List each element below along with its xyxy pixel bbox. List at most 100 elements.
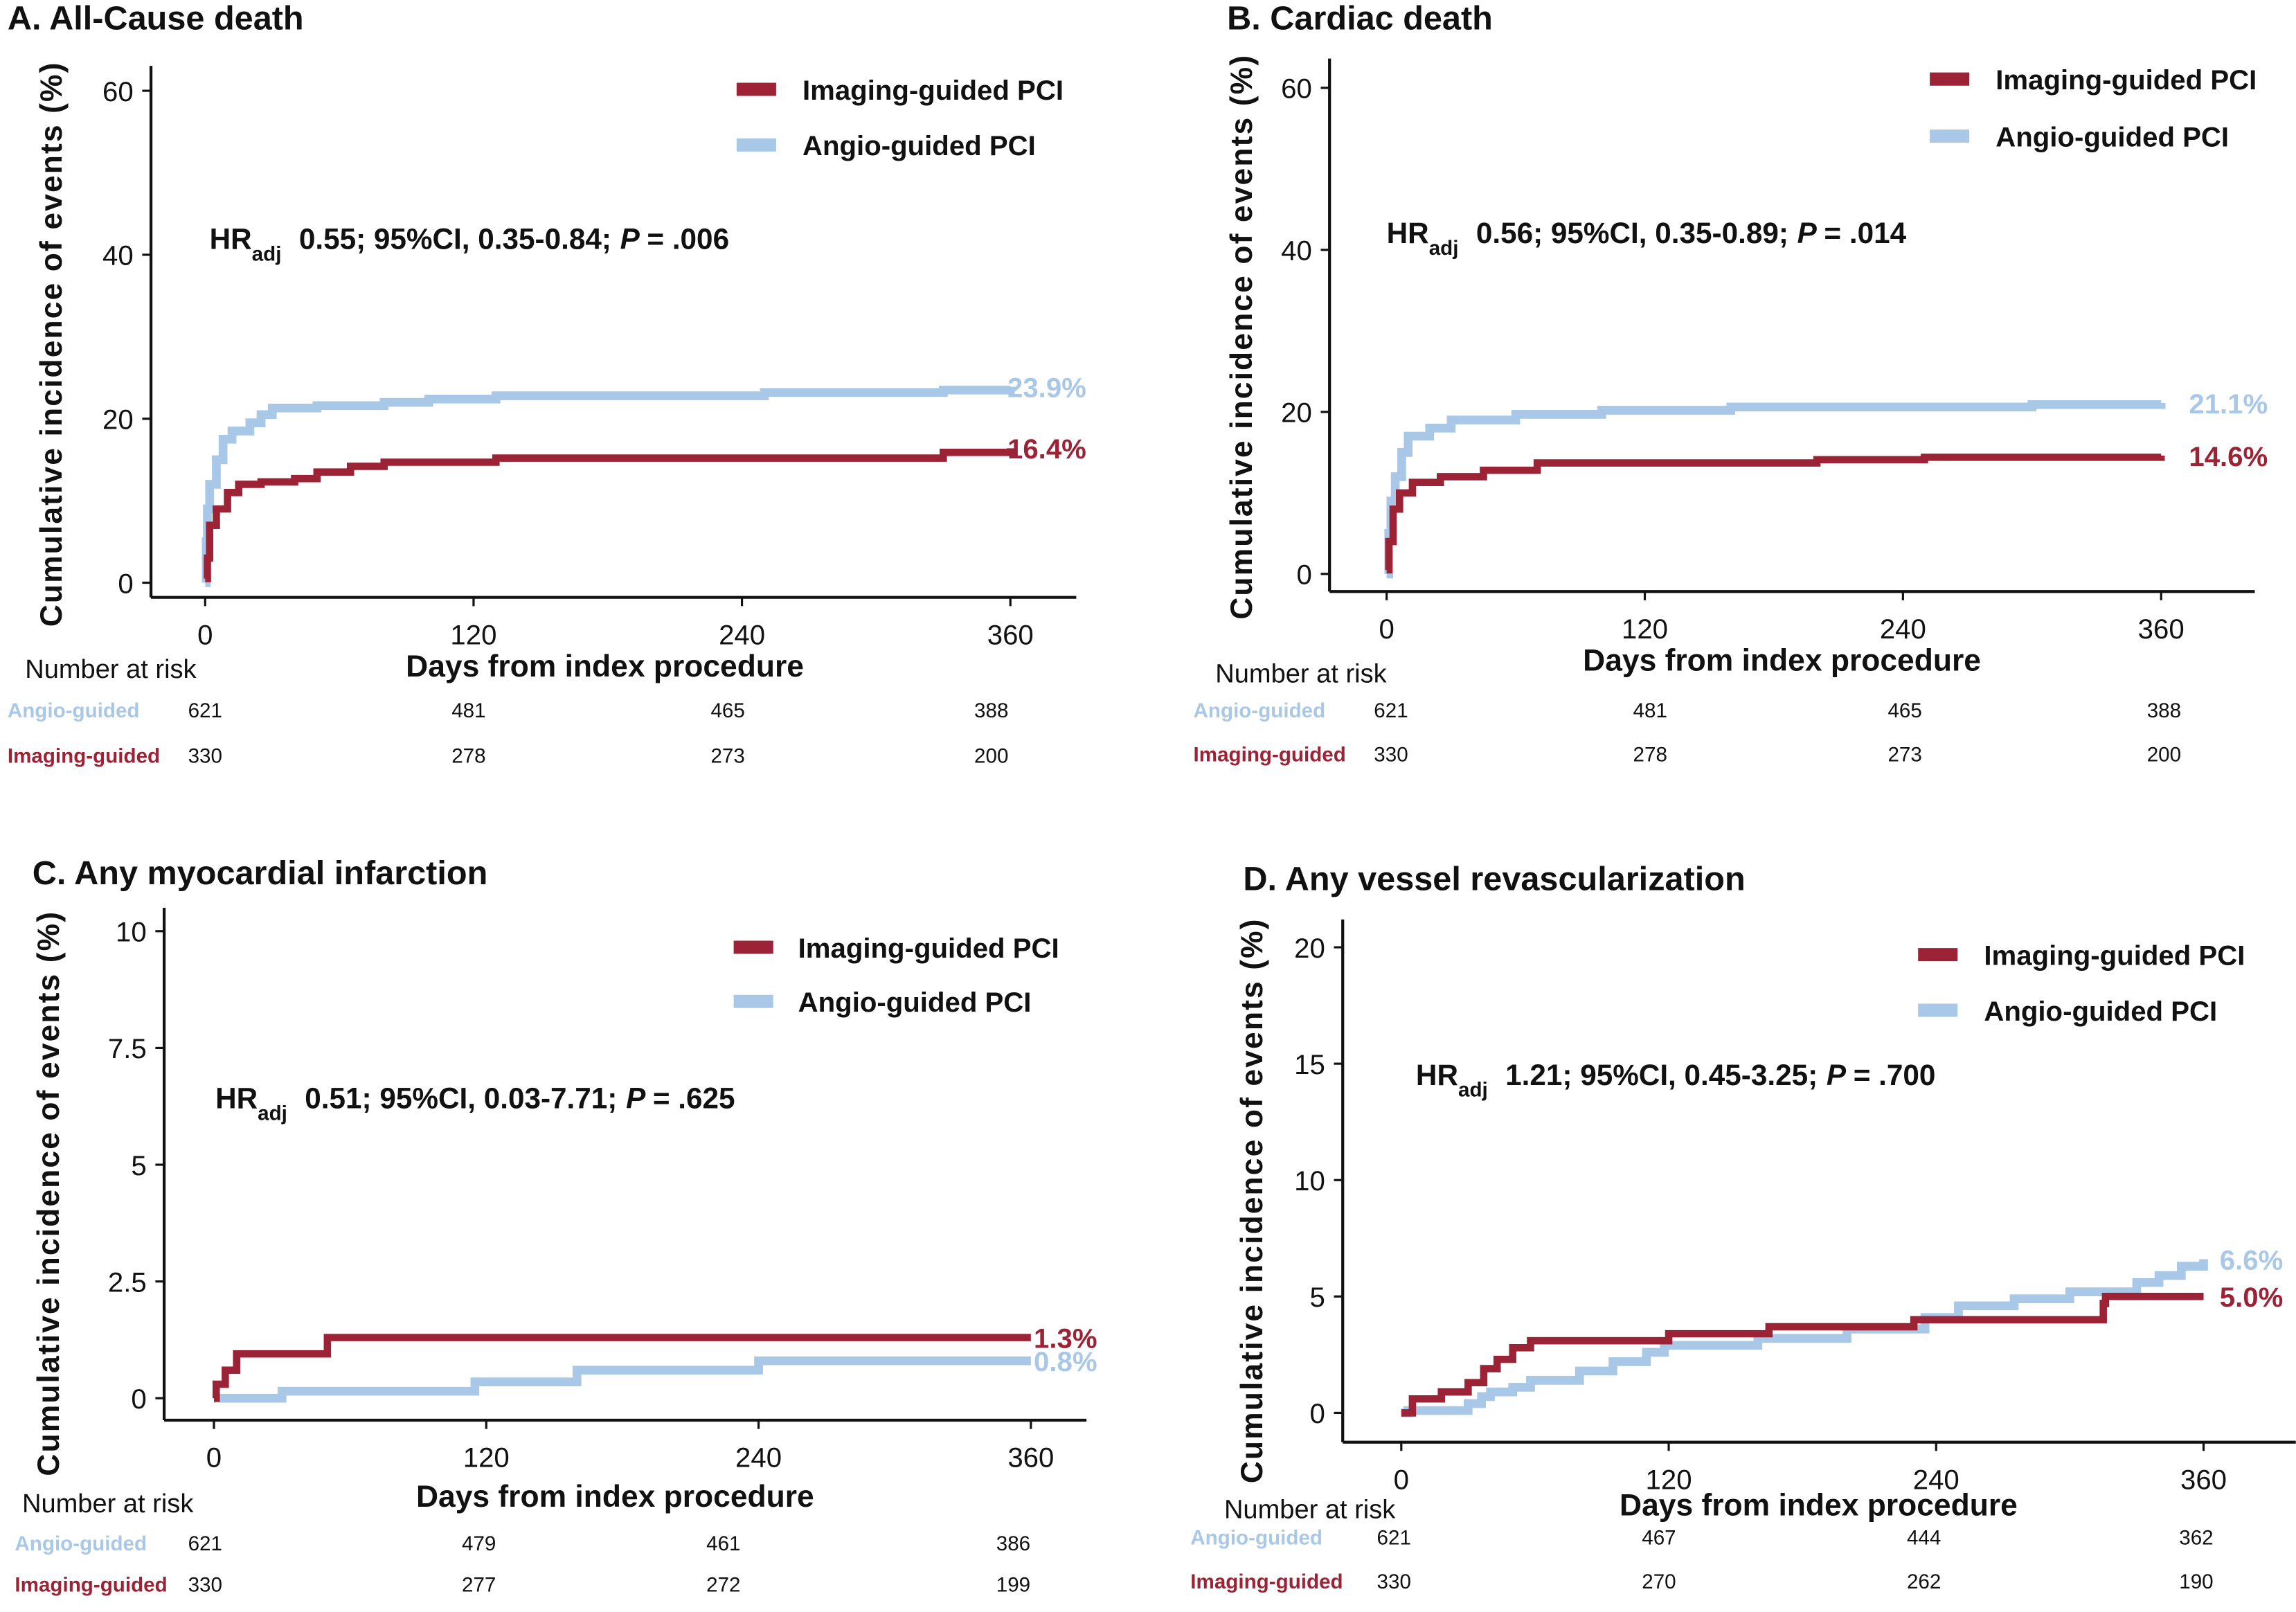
end-label-angio: 23.9%	[1007, 372, 1086, 403]
series-line-imaging	[1401, 1293, 2204, 1417]
hr-prefix: HR	[215, 1082, 258, 1115]
hr-text: 1.21; 95%CI, 0.45-3.25;	[1505, 1059, 1818, 1091]
y-tick-label: 5	[1310, 1282, 1325, 1313]
risk-count: 278	[1633, 744, 1667, 767]
panel-b: B. Cardiac death 0 20 40 60 0 120 240 360 Cumulat…	[1194, 0, 2268, 767]
risk-count: 273	[710, 745, 744, 768]
series-line-imaging	[204, 448, 1014, 582]
hr-p: P	[620, 222, 640, 255]
risk-count: 262	[1907, 1570, 1941, 1593]
end-label-angio: 21.1%	[2189, 388, 2268, 420]
x-tick-label: 240	[735, 1442, 782, 1474]
hr-annotation: HRadj 0.55; 95%CI, 0.35-0.84; P = .006	[210, 222, 729, 265]
risk-row-label: Imaging-guided	[8, 745, 160, 768]
x-tick-label: 120	[1646, 1464, 1692, 1495]
y-axis-label: Cumulative incidence of events (%)	[35, 61, 69, 627]
risk-count: 386	[996, 1532, 1030, 1555]
y-tick-label: 10	[1294, 1165, 1325, 1197]
x-axis-label: Days from index procedure	[1583, 643, 1981, 677]
risk-count: 461	[706, 1532, 740, 1555]
hr-sub: adj	[1458, 1079, 1488, 1102]
risk-count: 481	[1633, 699, 1667, 722]
legend-label-angio: Angio-guided PCI	[802, 130, 1036, 161]
risk-count: 330	[188, 1573, 222, 1596]
risk-count: 277	[462, 1573, 496, 1596]
end-label-angio: 0.8%	[1034, 1346, 1097, 1377]
y-tick-label: 5	[131, 1150, 146, 1181]
risk-count: 330	[1374, 744, 1408, 767]
risk-count: 479	[462, 1532, 496, 1555]
x-tick-label: 120	[450, 619, 496, 650]
risk-row-label: Imaging-guided	[15, 1573, 167, 1596]
x-tick-label: 0	[1379, 614, 1394, 645]
hr-p: P	[1827, 1059, 1847, 1091]
y-tick-label: 20	[1294, 933, 1325, 964]
panel-d: D. Any vessel revascularization 0 5 10 15 20 0…	[1190, 861, 2296, 1593]
series-line-imaging	[212, 1334, 1031, 1402]
series-line-angio	[1384, 400, 2166, 579]
legend-label-angio: Angio-guided PCI	[1995, 121, 2229, 152]
risk-row-label: Angio-guided	[1190, 1527, 1322, 1550]
risk-table-heading: Number at risk	[25, 655, 197, 684]
hr-text: 0.55; 95%CI, 0.35-0.84;	[299, 222, 611, 255]
hr-text: 0.51; 95%CI, 0.03-7.71;	[305, 1082, 617, 1115]
risk-count: 330	[1377, 1570, 1411, 1593]
risk-count: 467	[1642, 1527, 1676, 1550]
risk-count: 270	[1642, 1570, 1676, 1593]
y-tick-label: 0	[118, 568, 133, 599]
hr-pval: = .014	[1824, 217, 1906, 249]
risk-count: 621	[188, 1532, 222, 1555]
risk-count: 199	[996, 1573, 1030, 1596]
risk-count: 362	[2179, 1527, 2213, 1550]
series-line-angio	[201, 385, 1015, 587]
legend-label-imaging: Imaging-guided PCI	[1984, 940, 2245, 971]
hr-prefix: HR	[210, 222, 252, 255]
x-tick-label: 0	[206, 1442, 222, 1474]
risk-row-label: Angio-guided	[1194, 699, 1326, 722]
risk-table-heading: Number at risk	[22, 1489, 194, 1519]
y-tick-label: 60	[1281, 73, 1312, 105]
legend-label-imaging: Imaging-guided PCI	[802, 75, 1064, 106]
y-tick-label: 10	[116, 917, 147, 948]
hr-p: P	[1797, 217, 1818, 249]
panel-title: B. Cardiac death	[1227, 0, 1493, 37]
risk-count: 621	[1374, 699, 1408, 722]
risk-count: 481	[451, 699, 485, 722]
y-axis-label: Cumulative incidence of events (%)	[1225, 54, 1259, 620]
legend-label-angio: Angio-guided PCI	[1984, 996, 2217, 1027]
y-tick-label: 0	[1310, 1398, 1325, 1429]
x-axis-label: Days from index procedure	[416, 1480, 814, 1514]
risk-count: 200	[974, 745, 1008, 768]
x-tick-label: 240	[719, 619, 765, 650]
risk-count: 190	[2179, 1570, 2213, 1593]
legend-label-imaging: Imaging-guided PCI	[1995, 64, 2257, 96]
end-label-imaging: 5.0%	[2220, 1282, 2284, 1313]
end-label-imaging: 14.6%	[2189, 441, 2268, 472]
y-tick-label: 0	[1296, 559, 1311, 591]
panel-title: D. Any vessel revascularization	[1243, 861, 1745, 898]
hr-sub: adj	[258, 1102, 287, 1125]
end-label-imaging: 1.3%	[1034, 1323, 1097, 1354]
panel-title: A. All-Cause death	[8, 0, 304, 37]
hr-annotation: HRadj 0.56; 95%CI, 0.35-0.89; P = .014	[1387, 217, 1907, 260]
x-tick-label: 360	[1007, 1442, 1054, 1474]
series-line-imaging	[1385, 454, 2165, 574]
hr-pval: = .700	[1854, 1059, 1936, 1091]
hr-pval: = .006	[647, 222, 729, 255]
x-axis-label: Days from index procedure	[406, 650, 804, 683]
end-label-imaging: 16.4%	[1007, 433, 1086, 465]
x-axis-label: Days from index procedure	[1620, 1488, 2018, 1522]
series-line-angio	[213, 1356, 1031, 1403]
panel-title: C. Any myocardial infarction	[33, 854, 487, 892]
x-tick-label: 0	[197, 619, 213, 650]
risk-count: 621	[1377, 1527, 1411, 1550]
x-tick-label: 360	[987, 619, 1034, 650]
y-tick-label: 20	[1281, 397, 1312, 429]
risk-table-heading: Number at risk	[1215, 659, 1387, 688]
risk-row-label: Angio-guided	[15, 1532, 147, 1555]
y-axis-label: Cumulative incidence of events (%)	[1235, 917, 1269, 1483]
hr-annotation: HRadj 1.21; 95%CI, 0.45-3.25; P = .700	[1416, 1059, 1935, 1102]
hr-p: P	[626, 1082, 646, 1115]
x-tick-label: 120	[463, 1442, 510, 1474]
